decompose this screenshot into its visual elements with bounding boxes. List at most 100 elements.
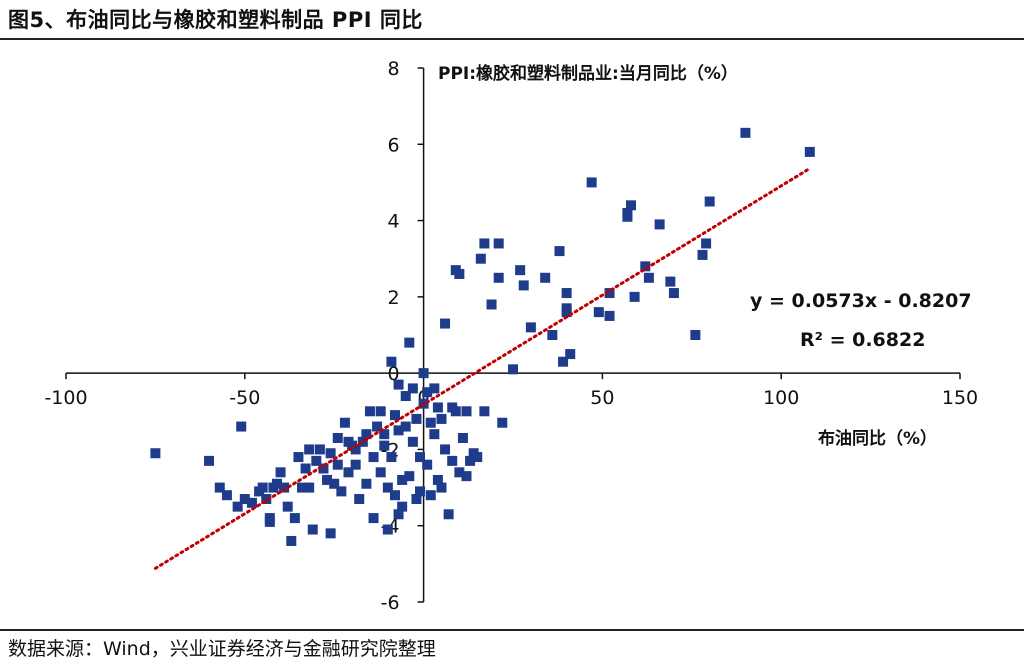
scatter-point: [236, 421, 247, 432]
scatter-point: [389, 490, 400, 501]
scatter-point: [654, 219, 665, 230]
x-tick-label: 100: [763, 387, 799, 409]
scatter-point: [286, 535, 297, 546]
scatter-point: [407, 383, 418, 394]
scatter-point: [329, 478, 340, 489]
scatter-point: [282, 501, 293, 512]
scatter-point: [318, 463, 329, 474]
scatter-point: [246, 497, 257, 508]
scatter-point: [440, 444, 451, 455]
scatter-point: [704, 196, 715, 207]
scatter-point: [304, 482, 315, 493]
scatter-point: [558, 356, 569, 367]
scatter-point: [311, 455, 322, 466]
scatter-point: [479, 238, 490, 249]
scatter-point: [372, 421, 383, 432]
bottom-rule: [0, 629, 1024, 631]
scatter-point: [472, 452, 483, 463]
scatter-point: [525, 322, 536, 333]
x-tick-label: 150: [942, 387, 978, 409]
scatter-point: [389, 410, 400, 421]
scatter-point: [368, 513, 379, 524]
scatter-point: [740, 127, 751, 138]
scatter-point: [422, 459, 433, 470]
scatter-point: [368, 452, 379, 463]
scatter-point: [261, 494, 272, 505]
scatter-point: [354, 494, 365, 505]
scatter-point: [554, 246, 565, 257]
scatter-point: [415, 452, 426, 463]
scatter-point: [382, 524, 393, 535]
scatter-point: [257, 482, 268, 493]
scatter-point: [336, 486, 347, 497]
scatter-point: [540, 272, 551, 283]
scatter-point: [322, 474, 333, 485]
scatter-point: [604, 288, 615, 299]
scatter-point: [457, 432, 468, 443]
scatter-point: [397, 474, 408, 485]
scatter-point: [486, 299, 497, 310]
scatter-point: [350, 459, 361, 470]
scatter-point: [640, 261, 651, 272]
scatter-point: [379, 440, 390, 451]
scatter-point: [361, 429, 372, 440]
scatter-point: [493, 272, 504, 283]
scatter-point: [386, 452, 397, 463]
scatter-points: [150, 127, 815, 546]
y-tick-label: 6: [388, 134, 400, 156]
scatter-point: [697, 249, 708, 260]
scatter-point: [547, 330, 558, 340]
scatter-point: [450, 406, 461, 417]
scatter-point: [407, 436, 418, 447]
scatter-point: [493, 238, 504, 249]
scatter-point: [515, 265, 526, 276]
y-axis-label: PPI:橡胶和塑料制品业:当月同比（%）: [438, 63, 738, 84]
scatter-point: [279, 482, 290, 493]
scatter-point: [293, 452, 304, 463]
scatter-point: [400, 421, 411, 432]
scatter-point: [804, 146, 815, 157]
y-tick-label: -6: [381, 592, 400, 614]
scatter-point: [604, 310, 615, 321]
scatter-point: [440, 318, 451, 329]
scatter-point: [150, 448, 161, 459]
scatter-point: [300, 463, 311, 474]
scatter-point: [304, 444, 315, 455]
scatter-point: [393, 425, 404, 436]
x-tick-label: -50: [229, 387, 260, 409]
scatter-point: [214, 482, 225, 493]
scatter-point: [364, 406, 375, 417]
scatter-point: [454, 268, 465, 279]
scatter-point: [375, 467, 386, 478]
trendline-equation: y = 0.0573x - 0.8207: [750, 290, 972, 312]
scatter-point: [325, 528, 336, 539]
scatter-point: [314, 444, 325, 455]
scatter-point: [629, 291, 640, 302]
scatter-point: [586, 177, 597, 188]
scatter-point: [429, 383, 440, 394]
scatter-point: [561, 303, 572, 314]
trendline: [153, 166, 812, 570]
scatter-point: [518, 280, 529, 291]
scatter-point: [668, 288, 679, 299]
scatter-point: [565, 349, 576, 360]
scatter-point: [350, 444, 361, 455]
figure-title: 图5、布油同比与橡胶和塑料制品 PPI 同比: [8, 8, 423, 32]
scatter-point: [339, 417, 350, 428]
scatter-point: [626, 200, 637, 211]
scatter-point: [343, 467, 354, 478]
scatter-point: [411, 413, 422, 424]
scatter-point: [622, 211, 633, 222]
scatter-point: [593, 307, 604, 318]
scatter-point: [332, 459, 343, 470]
scatter-point: [443, 509, 454, 520]
x-tick-label: -100: [44, 387, 87, 409]
scatter-point: [436, 482, 447, 493]
scatter-point: [447, 455, 458, 466]
x-axis-label: 布油同比（%）: [818, 428, 937, 449]
scatter-point: [432, 402, 443, 413]
scatter-point: [497, 417, 508, 428]
scatter-point: [411, 494, 422, 505]
y-tick-label: 2: [388, 287, 400, 309]
